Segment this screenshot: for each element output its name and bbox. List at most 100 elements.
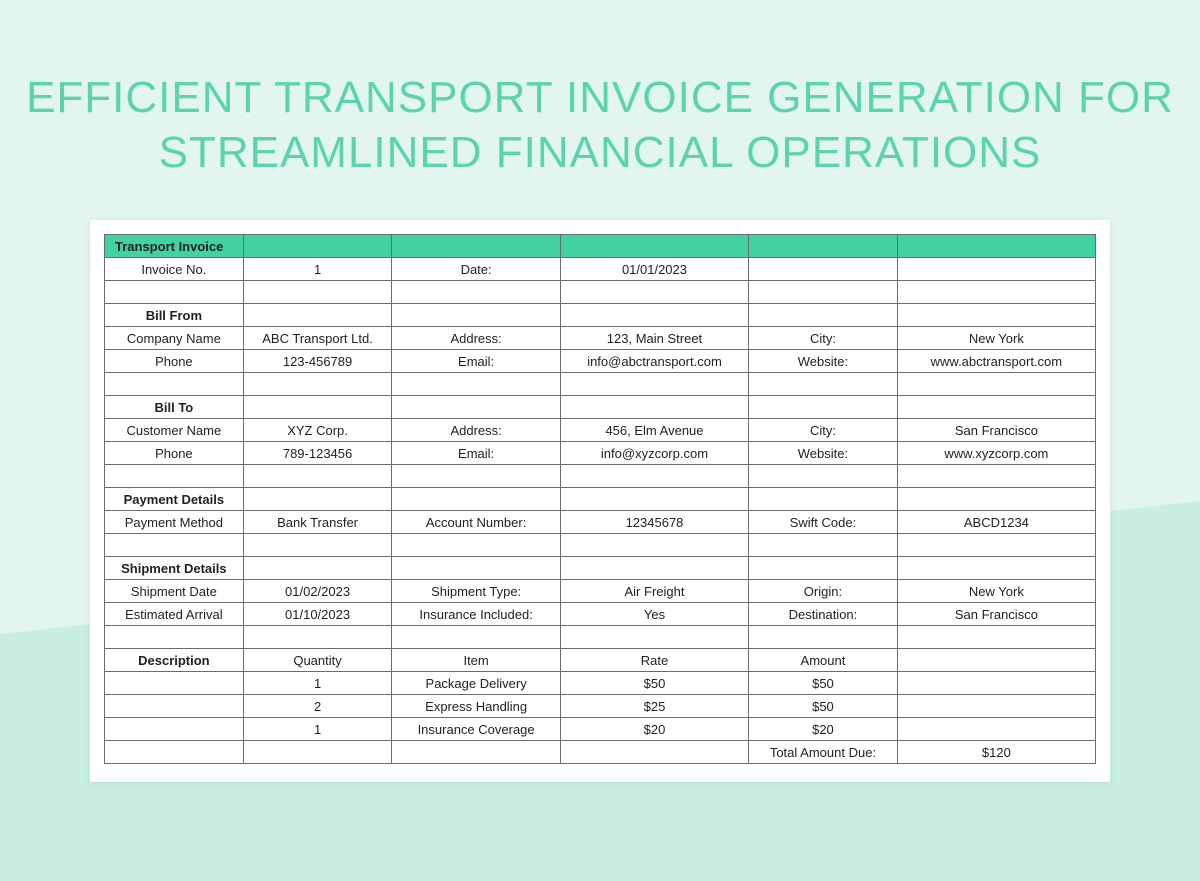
table-cell <box>560 741 748 764</box>
table-cell <box>243 281 392 304</box>
table-cell <box>749 304 898 327</box>
table-row: 1Insurance Coverage$20$20 <box>105 718 1096 741</box>
table-cell <box>105 695 244 718</box>
table-row <box>105 626 1096 649</box>
table-cell <box>749 465 898 488</box>
table-cell <box>749 235 898 258</box>
table-cell <box>560 534 748 557</box>
table-cell: info@abctransport.com <box>560 350 748 373</box>
table-cell: Express Handling <box>392 695 560 718</box>
table-row: Company NameABC Transport Ltd.Address:12… <box>105 327 1096 350</box>
table-cell: XYZ Corp. <box>243 419 392 442</box>
table-cell: 01/02/2023 <box>243 580 392 603</box>
table-cell: Customer Name <box>105 419 244 442</box>
table-cell: Invoice No. <box>105 258 244 281</box>
table-cell: 789-123456 <box>243 442 392 465</box>
table-cell: Amount <box>749 649 898 672</box>
table-cell <box>243 396 392 419</box>
table-row: Invoice No.1Date:01/01/2023 <box>105 258 1096 281</box>
table-cell <box>560 396 748 419</box>
table-cell <box>243 373 392 396</box>
table-cell <box>392 465 560 488</box>
table-cell: 123, Main Street <box>560 327 748 350</box>
table-cell <box>560 557 748 580</box>
table-cell: Shipment Date <box>105 580 244 603</box>
table-cell: Bank Transfer <box>243 511 392 534</box>
table-cell: New York <box>897 580 1095 603</box>
table-cell: www.xyzcorp.com <box>897 442 1095 465</box>
table-cell: Shipment Type: <box>392 580 560 603</box>
table-cell <box>392 534 560 557</box>
table-cell: Transport Invoice <box>105 235 244 258</box>
table-cell: Insurance Included: <box>392 603 560 626</box>
table-row: DescriptionQuantityItemRateAmount <box>105 649 1096 672</box>
table-cell <box>560 304 748 327</box>
table-cell <box>105 626 244 649</box>
table-cell: Rate <box>560 649 748 672</box>
table-cell: Website: <box>749 350 898 373</box>
table-cell: Estimated Arrival <box>105 603 244 626</box>
table-cell: Shipment Details <box>105 557 244 580</box>
table-cell: Total Amount Due: <box>749 741 898 764</box>
table-cell: $50 <box>749 672 898 695</box>
table-cell: 12345678 <box>560 511 748 534</box>
table-cell <box>392 281 560 304</box>
table-cell: 1 <box>243 258 392 281</box>
table-cell <box>749 258 898 281</box>
table-cell <box>560 626 748 649</box>
table-cell <box>897 304 1095 327</box>
table-cell <box>105 373 244 396</box>
table-row: Payment MethodBank TransferAccount Numbe… <box>105 511 1096 534</box>
table-cell: New York <box>897 327 1095 350</box>
table-cell <box>897 649 1095 672</box>
table-cell <box>105 465 244 488</box>
table-cell: $120 <box>897 741 1095 764</box>
table-cell: City: <box>749 419 898 442</box>
table-row: Transport Invoice <box>105 235 1096 258</box>
table-row: Estimated Arrival01/10/2023Insurance Inc… <box>105 603 1096 626</box>
table-row: Bill From <box>105 304 1096 327</box>
table-row <box>105 373 1096 396</box>
table-cell <box>243 235 392 258</box>
table-cell <box>243 534 392 557</box>
table-cell: Website: <box>749 442 898 465</box>
table-cell: $50 <box>560 672 748 695</box>
table-cell <box>749 396 898 419</box>
table-row: Payment Details <box>105 488 1096 511</box>
table-cell <box>392 557 560 580</box>
table-cell: San Francisco <box>897 603 1095 626</box>
table-cell: Payment Details <box>105 488 244 511</box>
table-cell <box>105 281 244 304</box>
table-cell: 456, Elm Avenue <box>560 419 748 442</box>
table-cell: Company Name <box>105 327 244 350</box>
table-cell: Origin: <box>749 580 898 603</box>
table-cell <box>897 534 1095 557</box>
invoice-sheet: Transport InvoiceInvoice No.1Date:01/01/… <box>90 220 1110 782</box>
table-cell <box>897 258 1095 281</box>
table-cell <box>897 557 1095 580</box>
table-cell <box>749 373 898 396</box>
table-cell: Email: <box>392 442 560 465</box>
table-cell <box>897 465 1095 488</box>
table-cell: Bill To <box>105 396 244 419</box>
table-cell: $20 <box>749 718 898 741</box>
table-cell: Address: <box>392 327 560 350</box>
table-cell <box>105 534 244 557</box>
table-cell <box>392 741 560 764</box>
table-row: Shipment Date01/02/2023Shipment Type:Air… <box>105 580 1096 603</box>
table-cell <box>243 304 392 327</box>
table-cell <box>392 488 560 511</box>
table-cell: Email: <box>392 350 560 373</box>
table-cell <box>897 373 1095 396</box>
table-cell: 2 <box>243 695 392 718</box>
table-cell <box>897 626 1095 649</box>
table-row: 2Express Handling$25$50 <box>105 695 1096 718</box>
table-cell <box>897 488 1095 511</box>
table-cell <box>560 488 748 511</box>
table-cell: ABCD1234 <box>897 511 1095 534</box>
page-title: EFFICIENT TRANSPORT INVOICE GENERATION F… <box>0 0 1200 180</box>
table-cell <box>749 534 898 557</box>
table-cell <box>560 373 748 396</box>
table-cell: Quantity <box>243 649 392 672</box>
table-cell <box>560 465 748 488</box>
